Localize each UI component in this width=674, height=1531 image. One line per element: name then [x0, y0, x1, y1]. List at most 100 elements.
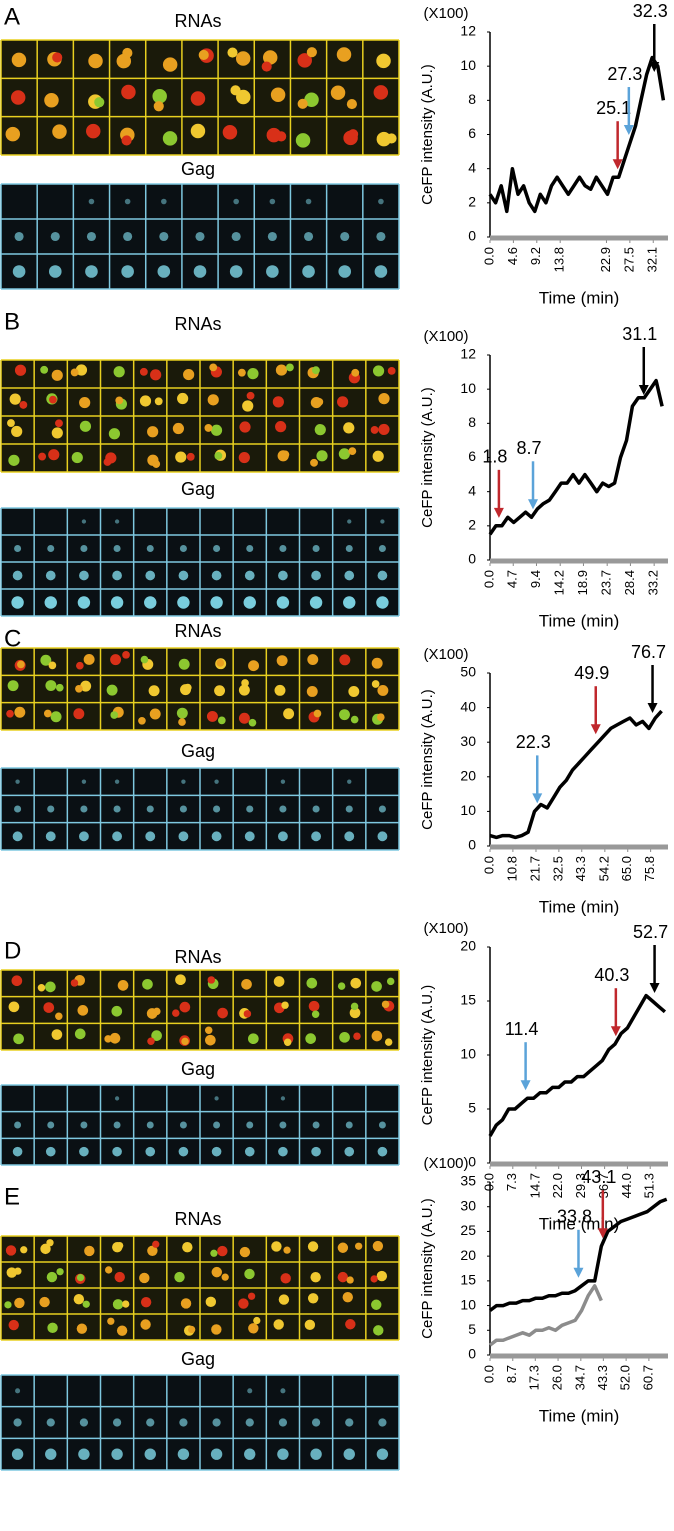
x-tick-label: 4.6: [505, 247, 520, 265]
spot: [103, 458, 112, 466]
spot: [111, 1448, 123, 1460]
x-tick-label: 14.7: [527, 1173, 542, 1198]
spot: [19, 400, 28, 409]
spot: [247, 368, 259, 380]
spot: [153, 101, 164, 112]
spot: [152, 460, 161, 468]
spot: [113, 366, 125, 378]
x-tick-label: 23.7: [599, 570, 614, 595]
spot: [345, 1319, 356, 1330]
annotation-label: 22.3: [516, 732, 551, 752]
y-tick-label: 20: [460, 938, 476, 954]
spot: [207, 976, 216, 984]
spot: [346, 99, 357, 110]
spot: [153, 1007, 161, 1016]
spot: [121, 84, 136, 100]
y-tick-label: 0: [468, 228, 476, 244]
spot: [304, 1319, 316, 1331]
spot: [262, 50, 278, 65]
spot: [266, 265, 279, 278]
spot: [145, 831, 156, 842]
spot: [244, 570, 255, 581]
spot: [76, 661, 84, 670]
annotation-arrowhead: [590, 724, 601, 735]
spot: [45, 1448, 57, 1460]
spot: [84, 1245, 95, 1257]
y-tick-label: 30: [460, 1197, 476, 1213]
spot: [12, 265, 26, 278]
spot: [11, 52, 27, 68]
spot: [39, 1296, 50, 1308]
annotation-arrowhead: [520, 1080, 531, 1091]
spot: [248, 718, 257, 727]
spot: [11, 596, 24, 609]
spot: [345, 1121, 353, 1129]
spot: [347, 779, 352, 784]
spot: [198, 49, 209, 61]
spot: [113, 544, 121, 553]
spot: [154, 397, 163, 406]
spot: [350, 715, 359, 724]
spot: [75, 364, 88, 376]
spot: [205, 1034, 216, 1046]
x-tick-label: 54.2: [596, 856, 611, 881]
spot: [108, 428, 121, 440]
spot: [115, 396, 124, 405]
spot: [138, 716, 146, 725]
spot: [344, 570, 355, 581]
spot: [211, 1324, 222, 1335]
image-label: Gag: [181, 741, 215, 761]
spot: [312, 544, 320, 553]
spot: [178, 658, 190, 670]
spot: [273, 1319, 284, 1330]
spot: [77, 1005, 89, 1016]
spot: [273, 976, 285, 987]
spot: [121, 135, 132, 146]
spot: [213, 805, 221, 813]
spot: [267, 231, 277, 242]
spot: [44, 596, 57, 609]
spot: [14, 1267, 22, 1275]
spot: [146, 805, 154, 813]
spot: [5, 1245, 17, 1256]
spot: [139, 1272, 150, 1284]
spot: [343, 596, 356, 609]
y-tick-label: 8: [468, 91, 476, 107]
spot: [343, 1448, 355, 1460]
x-tick-label: 18.9: [575, 570, 590, 595]
spot: [337, 1242, 349, 1253]
spot: [14, 1121, 22, 1129]
spot: [348, 447, 357, 456]
spot: [337, 396, 349, 408]
spot: [140, 1296, 152, 1308]
y-tick-label: 0: [468, 1346, 476, 1362]
spot: [246, 544, 254, 553]
spot: [113, 805, 121, 813]
x-axis-label: Time (min): [539, 611, 620, 630]
x-tick-label: 51.3: [642, 1173, 657, 1198]
spot: [340, 231, 350, 242]
spot: [71, 451, 83, 464]
x-tick-label: 32.1: [645, 247, 660, 272]
spot: [80, 544, 88, 553]
spot: [70, 368, 79, 377]
spot: [277, 831, 288, 842]
spot: [377, 1146, 388, 1157]
spot: [112, 1146, 122, 1157]
spot: [55, 1012, 63, 1020]
spot: [152, 1240, 160, 1248]
spot: [37, 984, 46, 992]
x-tick-label: 14.2: [552, 570, 567, 595]
y-unit: (X100): [423, 1155, 468, 1172]
spot: [75, 684, 83, 693]
annotation-label: 32.3: [633, 1, 668, 21]
spot: [76, 1273, 85, 1282]
spot: [312, 1121, 320, 1129]
spot: [311, 831, 322, 842]
spot: [46, 1239, 54, 1247]
y-tick-label: 40: [460, 698, 476, 714]
spot: [246, 1121, 254, 1129]
spot: [371, 680, 380, 688]
spot: [238, 712, 250, 724]
